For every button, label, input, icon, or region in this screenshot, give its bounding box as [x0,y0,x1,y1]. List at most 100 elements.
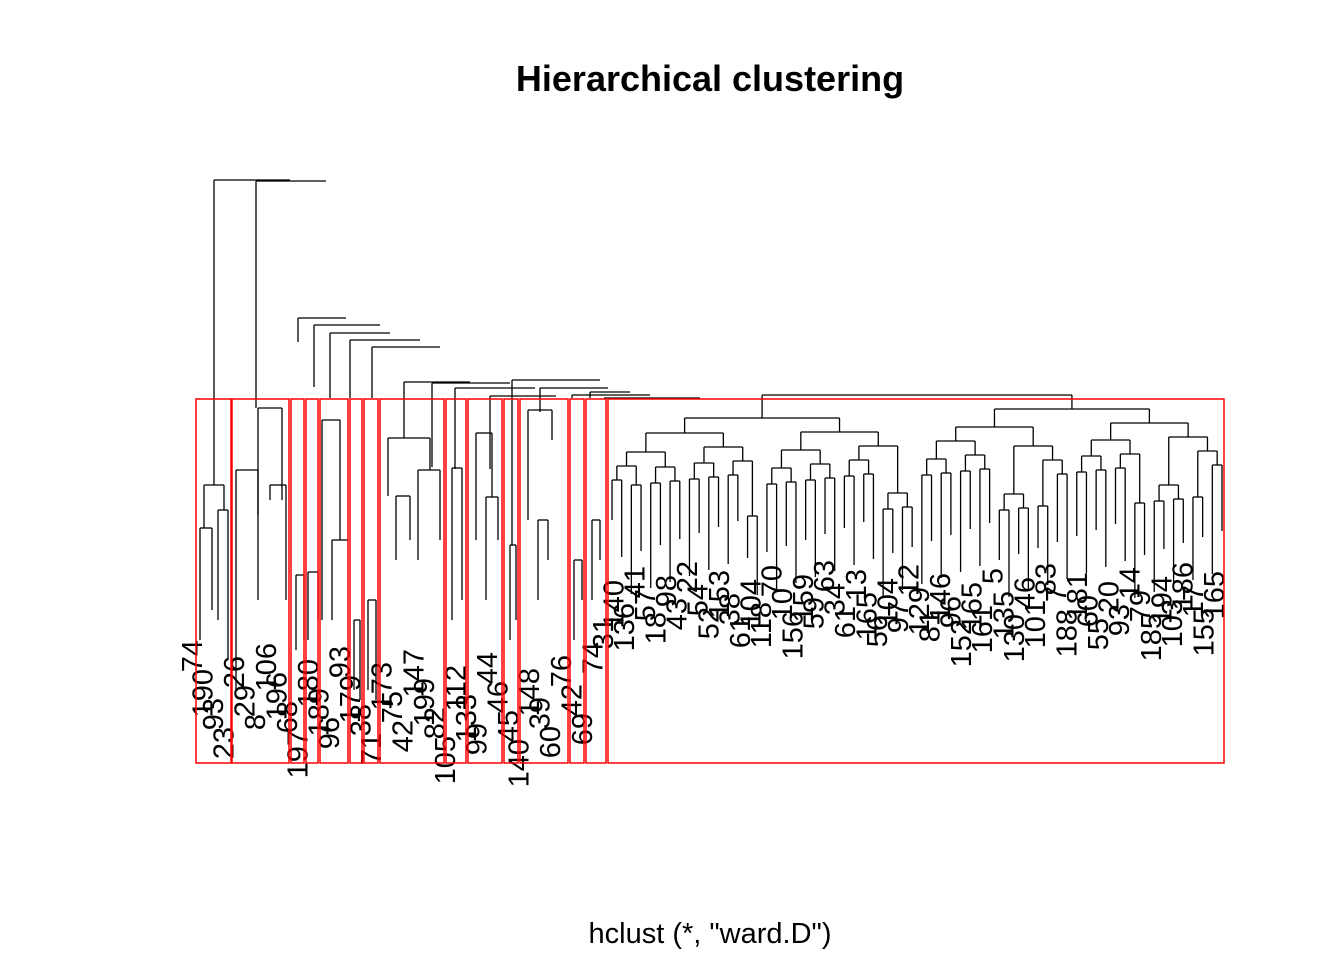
leaf-label: 76 [546,655,578,687]
leaf-label: 140 [598,580,630,628]
leaf-label: 13 [841,569,873,601]
leaf-label: 60 [535,726,567,758]
leaf-label: 93 [198,698,230,730]
leaf-label: 93 [325,646,357,678]
leaf-label: 68 [272,701,304,733]
leaf-label: 136 [609,603,641,651]
cluster-rect [445,398,467,764]
leaf-label: 133 [451,694,483,742]
dendrogram-tree [199,179,1223,700]
leaf-label: 129 [904,587,936,635]
leaf-label: 29 [230,685,262,717]
leaf-label: 46 [483,681,515,713]
leaf-label: 69 [567,713,599,745]
cluster-rect [503,398,519,764]
leaf-label: 74 [577,642,609,674]
leaf-label: 61 [725,616,757,648]
leaf-label: 186 [1167,562,1199,610]
leaf-label: 17 [1178,585,1210,617]
leaf-label: 165 [1199,571,1231,619]
cluster-rects [195,398,1225,764]
cluster-rect [519,398,569,764]
leaf-label: 56 [862,615,894,647]
leaf-label: 97 [883,601,915,633]
leaf-label: 38 [714,593,746,625]
cluster-rect [290,398,305,764]
leaf-label: 41 [620,566,652,598]
leaf-label: 165 [851,592,883,640]
leaf-label: 152 [946,619,978,667]
leaf-label: 26 [219,656,251,688]
cluster-rect [231,398,290,764]
leaf-label: 118 [746,602,778,648]
cluster-rect [467,398,503,764]
chart-title: Hierarchical clustering [515,58,905,99]
leaf-label: 147 [398,649,430,697]
leaf-label: 61 [830,606,862,638]
leaf-label: 52 [693,607,725,639]
leaf-label: 39 [525,697,557,729]
leaf-label: 190 [188,669,220,717]
leaf-label: 81 [915,610,947,642]
leaf-label: 96 [936,596,968,628]
leaf-label: 10 [767,588,799,620]
leaf-label: 185 [1136,613,1168,661]
leaf-label: 165 [957,582,989,630]
leaf-label: 59 [799,597,831,629]
leaf-label: 60 [1073,595,1105,627]
leaf-label: 54 [683,584,715,616]
leaf-label: 63 [809,560,841,592]
leaf-label: 188 [1051,609,1083,657]
leaf-label: 99 [461,723,493,755]
leaf-label: 104 [735,579,767,627]
leaf-label: 57 [630,589,662,621]
leaf-label: 8 [240,714,272,730]
leaf-label: 156 [778,611,810,659]
chart-subtitle: hclust (*, "ward.D") [588,918,832,950]
leaf-label: 79 [1125,590,1157,622]
leaf-label: 93 [1104,604,1136,636]
leaf-label: 146 [925,573,957,621]
leaf-label: 103 [1157,599,1189,647]
leaf-label: 196 [261,672,293,720]
leaf-label: 181 [1062,572,1094,620]
leaf-label: 55 [1083,618,1115,650]
leaf-label: 173 [367,662,399,710]
cluster-rect [363,398,379,764]
leaf-label: 130 [999,614,1031,662]
cluster-rect [607,398,1225,764]
cluster-rect [195,398,232,764]
leaf-label: 161 [967,605,999,653]
leaf-label: 7 [1041,586,1073,602]
leaf-label: 14 [1115,567,1147,599]
leaf-label: 75 [377,691,409,723]
leaf-label: 194 [1146,576,1178,624]
leaf-label: 34 [820,583,852,615]
leaf-label: 101 [1020,600,1052,648]
leaf-label: 155 [1188,608,1220,656]
leaf-label: 83 [1030,563,1062,595]
leaf-label: 46 [1009,577,1041,609]
leaf-label: 71 [356,733,388,765]
leaf-label: 42 [556,684,588,716]
leaf-label: 106 [251,643,283,691]
leaf-label: 31 [588,617,620,649]
leaf-label: 18 [641,612,673,644]
leaf-label: 135 [988,591,1020,639]
leaf-label: 12 [893,564,925,596]
leaf-label: 153 [704,570,736,618]
cluster-rect [585,398,607,764]
cluster-rect [319,398,349,764]
leaf-label: 199 [409,678,441,726]
leaf-label: 22 [672,561,704,593]
cluster-rect [569,398,585,764]
cluster-rect [349,398,363,764]
leaf-label: 159 [788,574,820,622]
cluster-rect [379,398,445,764]
leaf-label: 74 [177,640,209,672]
leaf-label: 104 [872,578,904,626]
leaf-label: 70 [756,565,788,597]
leaf-label: 5 [978,568,1010,584]
leaf-label: 197 [282,730,314,778]
